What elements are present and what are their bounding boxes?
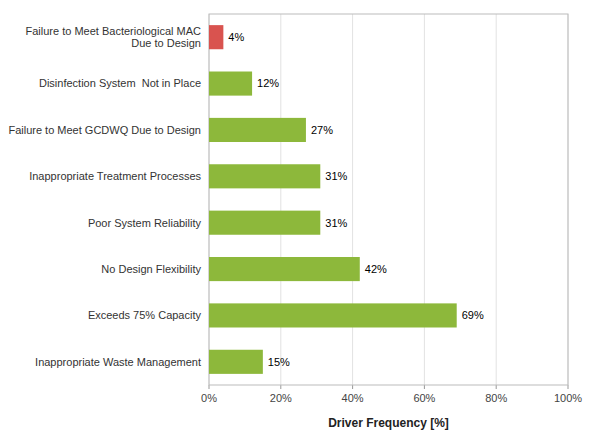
category-label-line: Failure to Meet GCDWQ Due to Design [8,124,201,136]
tick-mark [496,385,497,389]
category-label-line: Failure to Meet Bacteriological MAC [26,25,202,37]
data-label: 27% [311,124,333,136]
data-labels: 15% 69% 42% 31% 31% 27% 12% 4% [228,31,484,368]
category-label-line: Inappropriate Treatment Processes [29,170,201,182]
category-label: Poor System Reliability [88,217,202,229]
bar [209,257,360,281]
tick-label: 20% [270,392,292,404]
x-axis-label: Driver Frequency [%] [328,416,449,430]
tick-mark [568,385,569,389]
bar [209,118,306,142]
tick-mark [352,385,353,389]
category-label: Inappropriate Treatment Processes [29,170,201,182]
tick-label: 40% [342,392,364,404]
tick-mark [209,385,210,389]
bar [209,25,223,49]
category-label: No Design Flexibility [101,263,201,275]
category-label-line: Inappropriate Waste Management [35,356,201,368]
grid-line [424,14,425,385]
category-label-line: Disinfection System Not in Place [39,77,201,89]
bar [209,164,320,188]
tick-label: 80% [485,392,507,404]
bar [209,303,457,327]
tick-label: 60% [413,392,435,404]
tick-mark [424,385,425,389]
chart-container: Inappropriate Waste Management Exceeds 75… [0,0,590,447]
tick-label: 100% [554,392,582,404]
plot-frame [209,14,568,385]
category-label: Disinfection System Not in Place [39,77,201,89]
bar [209,211,320,235]
category-label-line: No Design Flexibility [101,263,201,275]
category-label: Failure to Meet Bacteriological MACDue t… [26,25,202,50]
grid-line [352,14,353,385]
data-label: 4% [228,31,244,43]
bars [209,25,457,374]
category-label: Failure to Meet GCDWQ Due to Design [8,124,201,136]
data-label: 31% [325,217,347,229]
data-label: 69% [462,309,484,321]
bar [209,350,263,374]
data-label: 15% [268,356,290,368]
category-label-line: Exceeds 75% Capacity [88,309,202,321]
data-label: 12% [257,77,279,89]
tick-label: 0% [201,392,217,404]
category-label-line: Poor System Reliability [88,217,202,229]
grid-line [280,14,281,385]
category-label: Inappropriate Waste Management [35,356,201,368]
chart-svg: Inappropriate Waste Management Exceeds 75… [0,0,590,447]
grid-line [496,14,497,385]
data-label: 31% [325,170,347,182]
tick-mark [280,385,281,389]
category-label: Exceeds 75% Capacity [88,309,202,321]
bar [209,72,252,96]
category-label-line: Due to Design [131,37,201,49]
category-labels: Inappropriate Waste Management Exceeds 75… [8,25,201,368]
grid [209,14,568,385]
x-axis: 0% 20% 40% 60% 80% 100% [201,385,582,404]
data-label: 42% [365,263,387,275]
